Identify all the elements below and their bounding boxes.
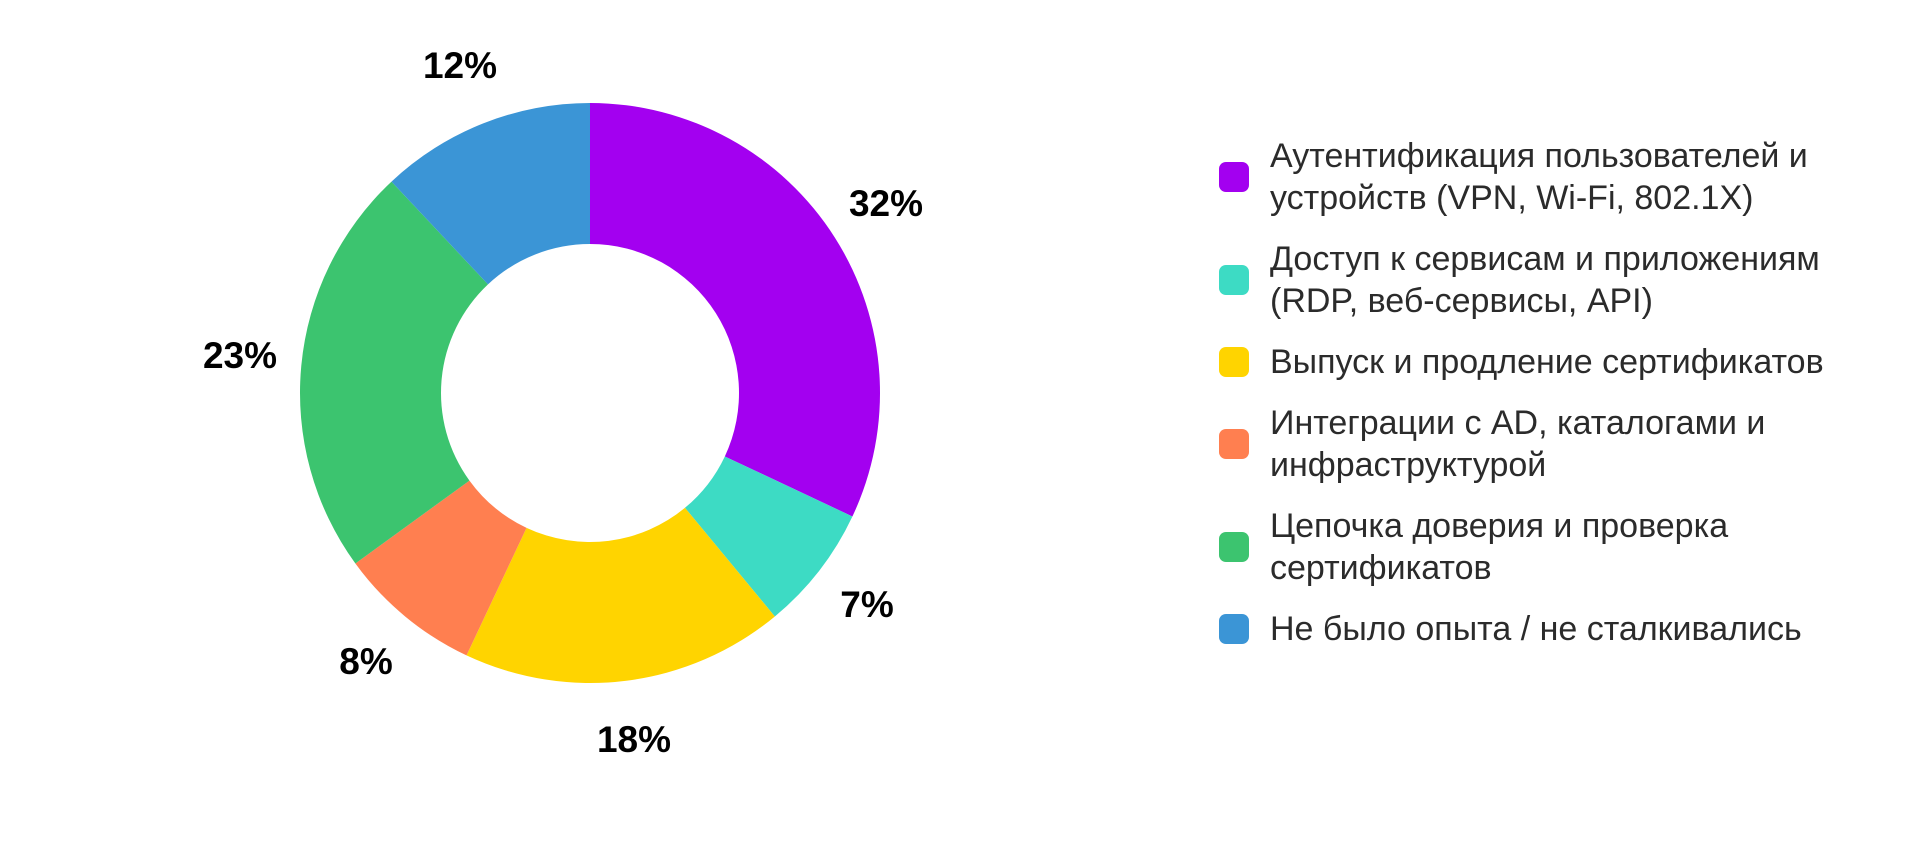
svg-text:23%: 23% bbox=[203, 335, 277, 376]
svg-text:12%: 12% bbox=[423, 45, 497, 86]
svg-text:32%: 32% bbox=[849, 183, 923, 224]
svg-text:18%: 18% bbox=[597, 719, 671, 760]
svg-text:7%: 7% bbox=[840, 584, 893, 625]
svg-text:8%: 8% bbox=[339, 641, 392, 682]
